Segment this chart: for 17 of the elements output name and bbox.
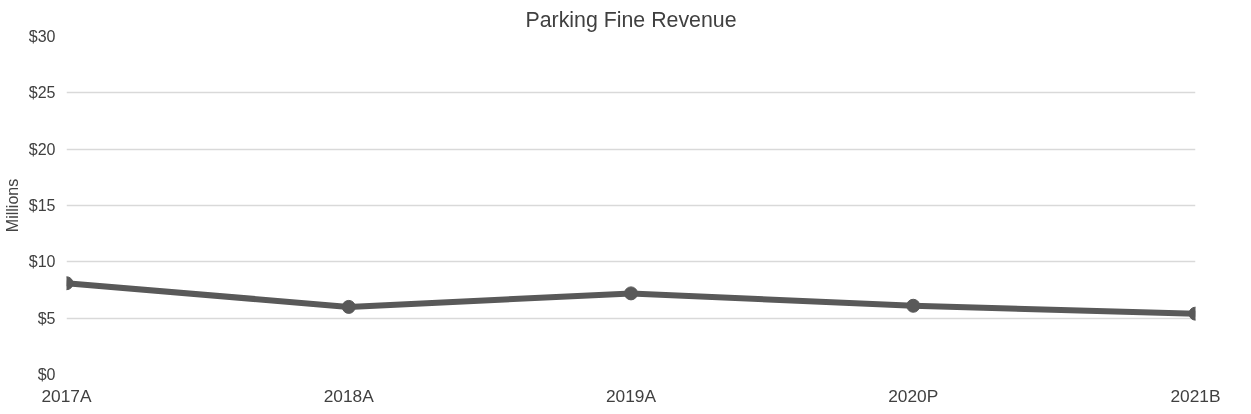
x-tick-label: 2020P (888, 385, 939, 406)
y-tick-label: $20 (28, 140, 56, 158)
x-tick-label: 2021B (1170, 385, 1221, 406)
y-tick-label: $10 (28, 253, 56, 271)
y-tick-label: $0 (37, 366, 56, 383)
y-tick-label: $25 (28, 84, 56, 102)
y-axis-title: Millions (3, 178, 21, 233)
point (906, 298, 921, 313)
x-tick-label: 2018A (323, 385, 375, 406)
chart-title: Parking Fine Revenue (525, 7, 737, 32)
y-tick-label: $30 (28, 28, 56, 45)
x-tick-label: 2017A (41, 385, 92, 406)
x-tick-label: 2019A (605, 385, 657, 406)
point (341, 299, 356, 314)
point (624, 286, 638, 301)
y-tick-label: $5 (37, 309, 56, 327)
y-tick-label: $15 (28, 197, 56, 214)
